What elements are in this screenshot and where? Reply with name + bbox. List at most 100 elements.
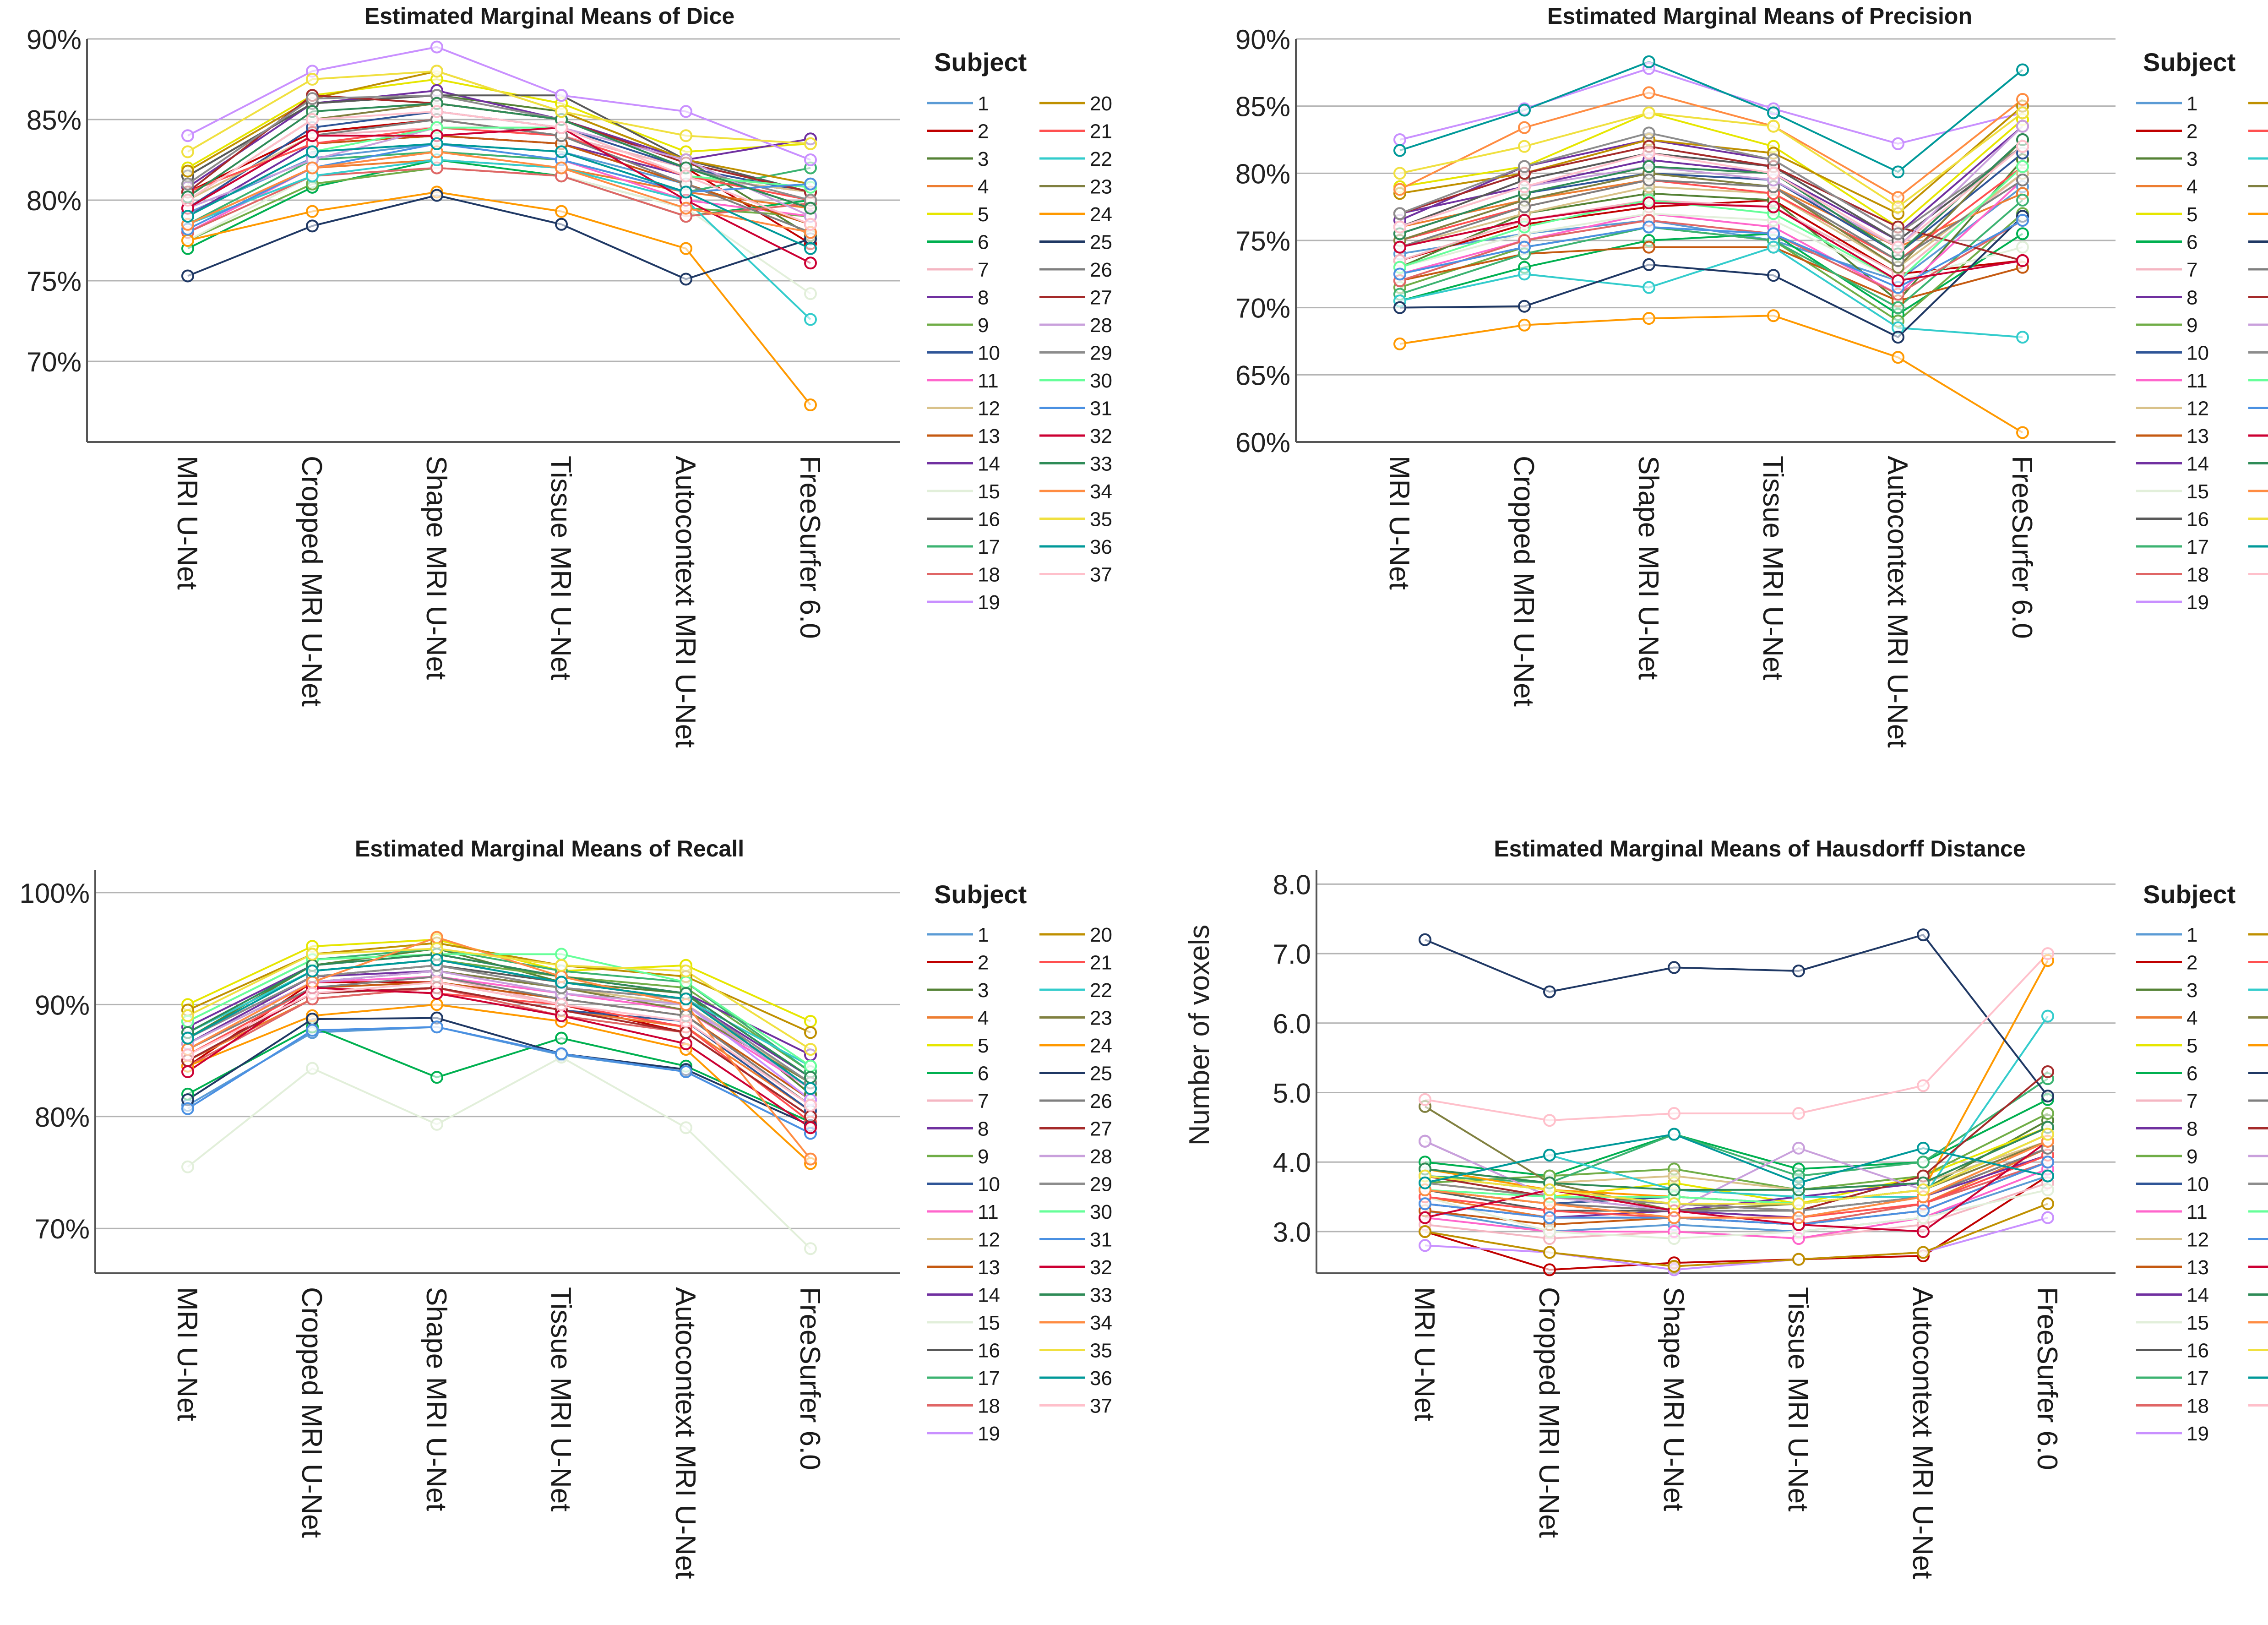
data-point — [555, 89, 568, 102]
legend-label: 25 — [1090, 231, 1112, 254]
data-point — [555, 959, 568, 972]
data-point — [1917, 1141, 1930, 1155]
data-point — [680, 1121, 692, 1134]
data-point — [306, 1013, 319, 1026]
data-point — [1518, 160, 1531, 173]
x-tick-label: Cropped MRI U-Net — [296, 1287, 327, 1538]
data-point — [1917, 1156, 1930, 1169]
legend-label: 37 — [1090, 1395, 1112, 1418]
legend-title: Subject — [2143, 48, 2235, 76]
data-point — [680, 169, 692, 183]
legend-label: 24 — [1090, 203, 1112, 226]
series-line-15 — [187, 1056, 811, 1249]
series-line-19 — [1399, 67, 2023, 145]
data-point — [1419, 1211, 1431, 1224]
legend-title: Subject — [934, 48, 1027, 76]
data-point — [2041, 947, 2054, 960]
data-point — [804, 256, 817, 270]
data-point — [1518, 214, 1531, 227]
series-line-24 — [1425, 960, 2049, 1205]
legend-label: 8 — [978, 287, 989, 309]
data-point — [306, 73, 319, 86]
chart-title: Estimated Marginal Means of Precision — [1547, 3, 1972, 29]
series-line-36 — [187, 142, 811, 250]
x-tick-label: MRI U-Net — [171, 1287, 203, 1421]
data-point — [1792, 1211, 1805, 1224]
data-point — [181, 269, 194, 283]
series-line-17 — [187, 151, 811, 225]
series-line-31 — [1425, 1161, 2048, 1226]
data-point — [1518, 200, 1531, 213]
legend-label: 9 — [2186, 314, 2197, 337]
legend-label: 16 — [978, 1340, 1000, 1362]
legend-label: 10 — [2186, 1173, 2209, 1196]
data-point — [306, 113, 319, 126]
data-point — [1643, 220, 1655, 234]
y-tick-label: 70% — [27, 347, 82, 377]
data-point — [1668, 1232, 1681, 1245]
data-point — [680, 1065, 692, 1078]
data-point — [804, 1242, 817, 1255]
x-tick-label: Tissue MRI U-Net — [1757, 456, 1789, 680]
data-point — [555, 998, 568, 1011]
series-line-33 — [1425, 1126, 2048, 1191]
x-tick-label: Tissue MRI U-Net — [545, 1287, 577, 1511]
x-tick-label: FreeSurfer 6.0 — [794, 456, 826, 639]
legend-label: 8 — [978, 1118, 989, 1140]
y-tick-label: 90% — [27, 24, 82, 55]
legend-label: 34 — [1090, 480, 1112, 503]
data-point — [2016, 426, 2029, 439]
y-tick-label: 7.0 — [1273, 939, 1311, 970]
series-line-27 — [1399, 145, 2023, 262]
series-line-14 — [187, 89, 811, 188]
series-line-6 — [1399, 233, 2023, 316]
x-tick-label: Shape MRI U-Net — [420, 456, 452, 680]
data-point — [1767, 120, 1780, 133]
series-line-25 — [187, 194, 811, 280]
series-line-34 — [1399, 92, 2023, 199]
legend-label: 34 — [1090, 1312, 1112, 1334]
data-point — [2041, 1169, 2054, 1183]
legend-label: 17 — [978, 536, 1000, 558]
data-point — [1643, 147, 1655, 160]
data-point — [181, 1065, 194, 1078]
legend-label: 14 — [978, 1284, 1000, 1307]
data-point — [306, 1062, 319, 1075]
legend-label: 28 — [1090, 314, 1112, 337]
legend-label: 12 — [978, 398, 1000, 420]
legend-label: 13 — [2186, 1256, 2209, 1279]
series-line-14 — [1399, 125, 2023, 235]
data-point — [306, 205, 319, 218]
data-point — [1543, 1263, 1556, 1276]
legend-label: 6 — [2186, 1063, 2197, 1085]
series-line-33 — [187, 953, 811, 1078]
legend-label: 10 — [2186, 342, 2209, 365]
series-line-36 — [1399, 60, 2023, 173]
y-tick-label: 4.0 — [1273, 1147, 1311, 1178]
legend-label: 7 — [978, 259, 989, 281]
data-point — [1767, 240, 1780, 254]
data-point — [430, 65, 443, 78]
data-point — [306, 145, 319, 158]
legend-label: 32 — [1090, 1256, 1112, 1279]
data-point — [1792, 965, 1805, 977]
series-line-29 — [187, 94, 811, 201]
data-point — [2041, 1128, 2054, 1141]
series-line-24 — [187, 1003, 811, 1164]
data-point — [430, 189, 443, 202]
x-tick-label: Tissue MRI U-Net — [545, 456, 577, 680]
data-point — [181, 145, 194, 158]
x-tick-label: Shape MRI U-Net — [1658, 1287, 1689, 1511]
legend-label: 9 — [2186, 1145, 2197, 1168]
series-line-18 — [187, 167, 811, 234]
data-point — [1518, 180, 1531, 193]
legend-label: 7 — [2186, 259, 2197, 281]
y-tick-label: 8.0 — [1273, 869, 1311, 900]
data-point — [1892, 274, 1904, 287]
legend-label: 13 — [978, 1256, 1000, 1279]
data-point — [1792, 1253, 1805, 1266]
series-line-33 — [1399, 139, 2023, 255]
legend-label: 18 — [978, 564, 1000, 586]
legend-label: 23 — [1090, 176, 1112, 198]
data-point — [1543, 985, 1556, 998]
